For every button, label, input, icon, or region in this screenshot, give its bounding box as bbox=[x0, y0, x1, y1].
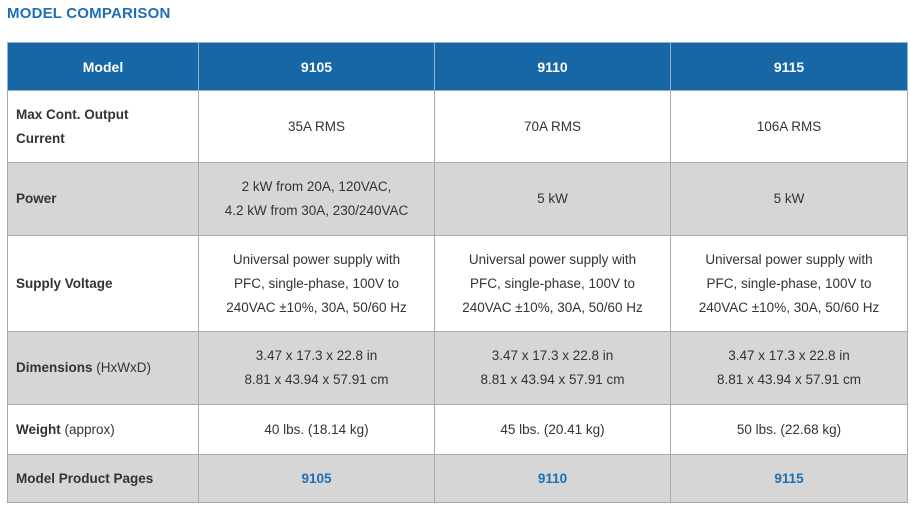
cell-line: 3.47 x 17.3 x 22.8 in bbox=[491, 348, 614, 363]
cell-line: PFC, single-phase, 100V to bbox=[233, 275, 400, 291]
cell-line: Universal power supply with bbox=[705, 251, 873, 267]
table-cell: 35A RMS bbox=[198, 90, 435, 163]
header-model: Model bbox=[7, 42, 199, 91]
table-cell: 9115 bbox=[670, 454, 908, 503]
product-link-9110[interactable]: 9110 bbox=[537, 470, 568, 486]
table-cell: 2 kW from 20A, 120VAC, 4.2 kW from 30A, … bbox=[198, 162, 435, 236]
cell-line: 40 lbs. (18.14 kg) bbox=[264, 421, 369, 437]
cell-line: 106A RMS bbox=[756, 118, 822, 134]
cell-line: 5 kW bbox=[537, 191, 568, 206]
table-row: Supply Voltage Universal power supply wi… bbox=[7, 235, 908, 332]
cell-line: 240VAC ±10%, 30A, 50/60 Hz bbox=[698, 299, 880, 315]
table-cell: 45 lbs. (20.41 kg) bbox=[434, 404, 671, 455]
cell-line: 3.47 x 17.3 x 22.8 in bbox=[728, 348, 850, 363]
model-comparison-table: Model 9105 9110 9115 Max Cont. Output Cu… bbox=[7, 42, 908, 503]
row-label-text: Weight bbox=[16, 421, 61, 437]
cell-line: 4.2 kW from 30A, 230/240VAC bbox=[224, 203, 409, 218]
cell-line: PFC, single-phase, 100V to bbox=[706, 275, 872, 291]
table-cell: 40 lbs. (18.14 kg) bbox=[198, 404, 435, 455]
cell-line: 45 lbs. (20.41 kg) bbox=[500, 421, 605, 437]
header-row: Model 9105 9110 9115 bbox=[7, 42, 908, 91]
row-label: Power bbox=[7, 162, 199, 236]
row-label: Model Product Pages bbox=[7, 454, 199, 503]
table-row: Weight (approx) 40 lbs. (18.14 kg) 45 lb… bbox=[7, 404, 908, 455]
table-cell: 9105 bbox=[198, 454, 435, 503]
table-cell: 3.47 x 17.3 x 22.8 in 8.81 x 43.94 x 57.… bbox=[670, 331, 908, 405]
row-label-text: Model Product Pages bbox=[16, 470, 154, 486]
row-label-text: Supply Voltage bbox=[16, 275, 113, 291]
table-cell: 5 kW bbox=[670, 162, 908, 236]
cell-line: 50 lbs. (22.68 kg) bbox=[736, 421, 842, 437]
cell-line: Universal power supply with bbox=[468, 251, 637, 267]
cell-line: 2 kW from 20A, 120VAC, bbox=[241, 179, 392, 194]
row-label-note: (HxWxD) bbox=[96, 360, 152, 375]
cell-line: 35A RMS bbox=[287, 118, 346, 134]
row-label: Weight (approx) bbox=[7, 404, 199, 455]
cell-line: 8.81 x 43.94 x 57.91 cm bbox=[244, 372, 389, 387]
table-row: Model Product Pages 9105 9110 9115 bbox=[7, 454, 908, 503]
cell-line: Universal power supply with bbox=[232, 251, 401, 267]
page-title: MODEL COMPARISON bbox=[7, 5, 171, 22]
table-row: Power 2 kW from 20A, 120VAC, 4.2 kW from… bbox=[7, 162, 908, 236]
cell-line: 70A RMS bbox=[523, 118, 582, 134]
product-link-9115[interactable]: 9115 bbox=[774, 470, 804, 486]
header-9110: 9110 bbox=[434, 42, 671, 91]
table-row: Max Cont. Output Current 35A RMS 70A RMS… bbox=[7, 90, 908, 163]
cell-line: 8.81 x 43.94 x 57.91 cm bbox=[480, 372, 625, 387]
table-cell: Universal power supply with PFC, single-… bbox=[198, 235, 435, 332]
table-cell: 5 kW bbox=[434, 162, 671, 236]
table-cell: 106A RMS bbox=[670, 90, 908, 163]
header-9115: 9115 bbox=[670, 42, 908, 91]
cell-line: 5 kW bbox=[773, 191, 805, 206]
row-label-text: Max Cont. Output Current bbox=[16, 106, 129, 146]
table-cell: Universal power supply with PFC, single-… bbox=[670, 235, 908, 332]
table-cell: 3.47 x 17.3 x 22.8 in 8.81 x 43.94 x 57.… bbox=[434, 331, 671, 405]
table-cell: 50 lbs. (22.68 kg) bbox=[670, 404, 908, 455]
row-label-note: (approx) bbox=[64, 421, 115, 437]
row-label: Supply Voltage bbox=[7, 235, 199, 332]
row-label-text: Dimensions bbox=[16, 360, 93, 375]
table-cell: 70A RMS bbox=[434, 90, 671, 163]
product-link-9105[interactable]: 9105 bbox=[301, 470, 332, 486]
cell-line: 8.81 x 43.94 x 57.91 cm bbox=[716, 372, 862, 387]
table-cell: 3.47 x 17.3 x 22.8 in 8.81 x 43.94 x 57.… bbox=[198, 331, 435, 405]
table-cell: Universal power supply with PFC, single-… bbox=[434, 235, 671, 332]
cell-line: 3.47 x 17.3 x 22.8 in bbox=[255, 348, 378, 363]
cell-line: 240VAC ±10%, 30A, 50/60 Hz bbox=[462, 299, 643, 315]
row-label: Dimensions (HxWxD) bbox=[7, 331, 199, 405]
row-label-text: Power bbox=[16, 191, 57, 206]
cell-line: PFC, single-phase, 100V to bbox=[469, 275, 636, 291]
table-cell: 9110 bbox=[434, 454, 671, 503]
cell-line: 240VAC ±10%, 30A, 50/60 Hz bbox=[226, 299, 407, 315]
table-row: Dimensions (HxWxD) 3.47 x 17.3 x 22.8 in… bbox=[7, 331, 908, 405]
row-label: Max Cont. Output Current bbox=[7, 90, 199, 163]
header-9105: 9105 bbox=[198, 42, 435, 91]
